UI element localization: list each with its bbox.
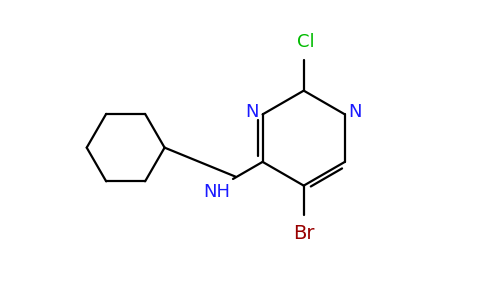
Text: Br: Br: [293, 224, 315, 243]
Text: N: N: [348, 103, 362, 121]
Text: N: N: [245, 103, 259, 121]
Text: NH: NH: [204, 183, 230, 201]
Text: Cl: Cl: [297, 33, 315, 51]
